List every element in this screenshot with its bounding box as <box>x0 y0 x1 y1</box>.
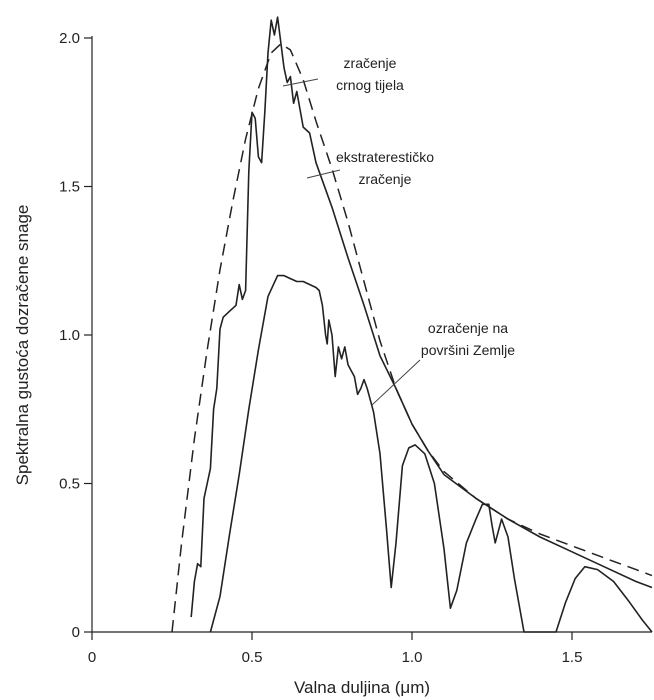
x-tick-label: 0 <box>88 649 96 666</box>
y-tick-label: 1.5 <box>59 179 80 196</box>
series-line-surface <box>209 274 653 633</box>
x-axis-title: Valna duljina (μm) <box>294 678 430 697</box>
annotation-leader-surface <box>371 359 421 406</box>
annotation-leader-extraterrestrial <box>306 169 341 179</box>
annotation-blackbody: crnog tijela <box>336 77 404 93</box>
annotation-leader-blackbody <box>282 78 319 87</box>
x-tick-label: 1.5 <box>562 649 583 666</box>
annotation-surface: površini Zemlje <box>421 342 515 358</box>
y-tick-label: 1.0 <box>59 327 80 344</box>
series-line-blackbody <box>171 43 653 633</box>
series-line-extraterrestrial <box>190 16 653 618</box>
annotation-blackbody: zračenje <box>344 55 397 71</box>
x-tick-label: 1.0 <box>402 649 423 666</box>
y-tick-label: 2.0 <box>59 30 80 47</box>
y-axis-title: Spektralna gustoća dozračene snage <box>13 205 32 486</box>
annotation-extraterrestrial: zračenje <box>359 171 412 187</box>
series-layer <box>171 16 653 633</box>
annotation-surface: ozračenje na <box>428 320 508 336</box>
y-tick-label: 0 <box>72 624 80 641</box>
x-tick-label: 0.5 <box>242 649 263 666</box>
annotation-layer: zračenje crnog tijela ekstraterestičko zrač… <box>282 55 515 406</box>
axes: 0 0.5 1.0 1.5 2.0 0 0.5 1.0 1.5 <box>59 30 652 666</box>
y-tick-label: 0.5 <box>59 476 80 493</box>
annotation-extraterrestrial: ekstraterestičko <box>336 149 434 165</box>
